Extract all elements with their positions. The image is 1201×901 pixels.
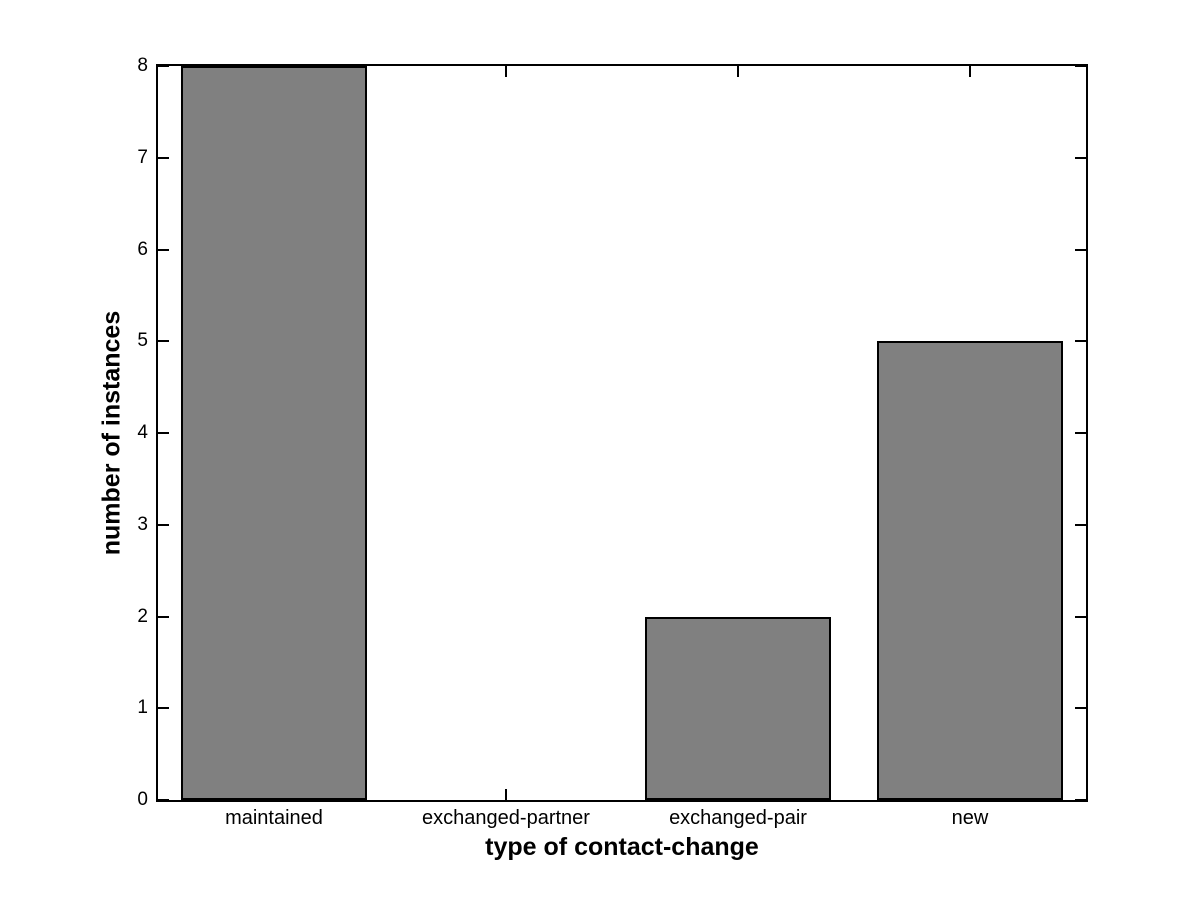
y-tick-right: [1075, 65, 1086, 67]
x-tick-label: exchanged-pair: [669, 807, 807, 829]
y-tick-label: 1: [137, 697, 148, 719]
y-tick-label: 8: [137, 55, 148, 76]
y-tick-right: [1075, 156, 1086, 159]
y-tick-label: 0: [137, 789, 148, 810]
x-tick-label: exchanged-partner: [422, 807, 590, 829]
y-tick-label: 3: [137, 513, 148, 535]
y-tick-left: [158, 340, 169, 343]
bar-maintained: [181, 66, 367, 800]
y-tick-left: [158, 432, 169, 434]
y-tick-right: [1075, 523, 1086, 526]
x-axis-label: type of contact-change: [485, 833, 759, 861]
y-tick-right: [1075, 248, 1086, 251]
y-tick-label: 2: [137, 605, 148, 627]
x-tick-bottom: [505, 789, 507, 800]
y-tick-left: [158, 615, 169, 618]
y-tick-right: [1075, 340, 1086, 343]
y-tick-right: [1075, 615, 1086, 618]
y-tick-label: 6: [137, 238, 148, 260]
y-tick-right: [1075, 799, 1086, 801]
y-tick-left: [158, 707, 169, 710]
y-tick-left: [158, 65, 169, 67]
plot-area: [156, 64, 1088, 802]
y-tick-left: [158, 248, 169, 251]
y-tick-label: 4: [137, 422, 148, 443]
bar-exchanged-pair: [645, 616, 831, 800]
y-tick-left: [158, 799, 169, 801]
x-tick-top: [505, 66, 507, 77]
x-tick-top: [969, 66, 971, 77]
x-tick-label: new: [951, 807, 989, 829]
x-tick-top: [737, 66, 739, 77]
y-tick-right: [1075, 707, 1086, 710]
y-tick-right: [1075, 432, 1086, 434]
y-tick-left: [158, 523, 169, 526]
x-tick-label: maintained: [225, 807, 323, 829]
y-tick-left: [158, 156, 169, 159]
y-tick-label: 5: [137, 330, 148, 352]
y-tick-label: 7: [137, 146, 148, 168]
bar-new: [877, 341, 1063, 800]
